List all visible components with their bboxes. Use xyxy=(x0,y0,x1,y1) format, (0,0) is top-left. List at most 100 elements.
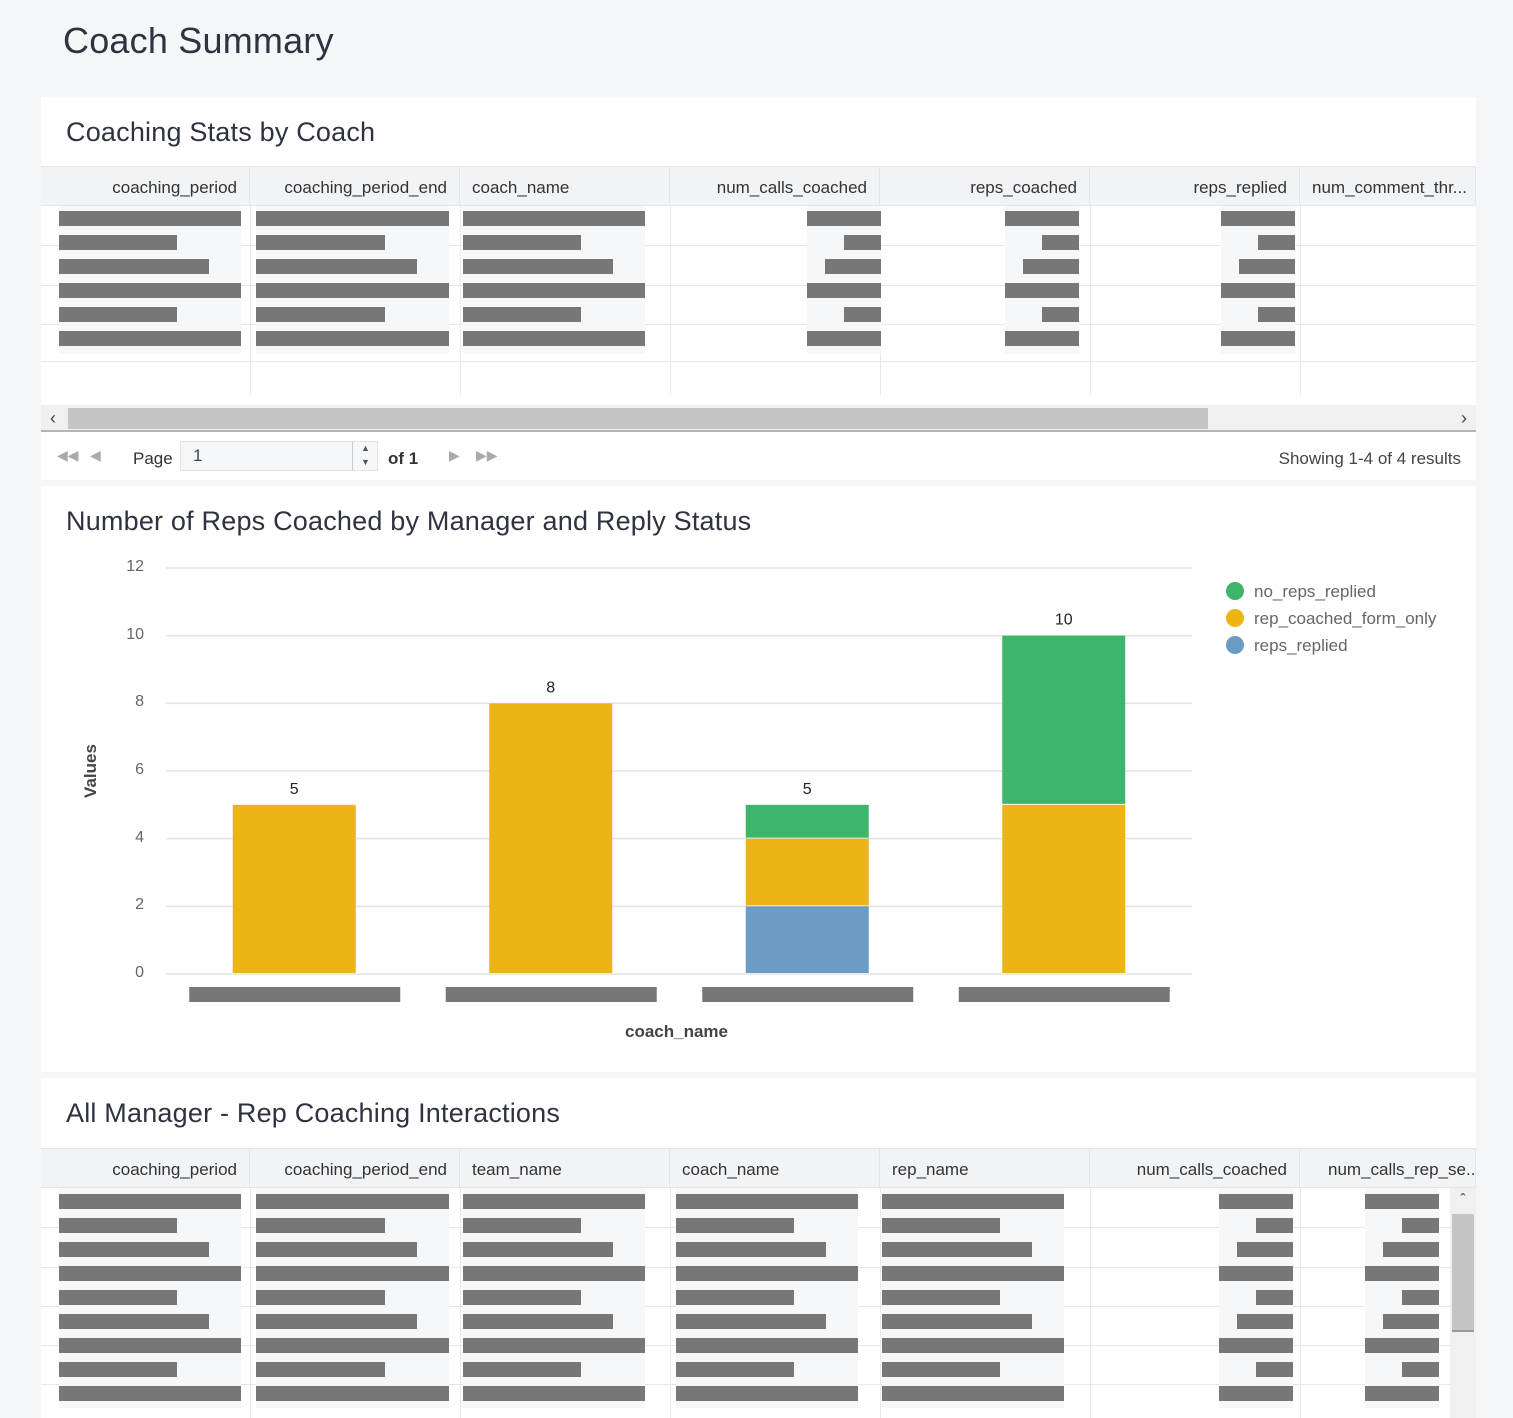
redacted-cell xyxy=(1256,1218,1293,1233)
col-num-comment-threads[interactable]: num_comment_thr... xyxy=(1300,167,1476,206)
scroll-up-icon[interactable]: ˆ xyxy=(1460,1192,1466,1209)
col-num-calls-coached[interactable]: num_calls_coached xyxy=(670,167,880,206)
scrollbar-thumb[interactable] xyxy=(68,408,1208,429)
redacted-cell xyxy=(59,283,241,298)
redacted-cell xyxy=(1258,235,1295,250)
bar-segment-rep_coached_form_only[interactable] xyxy=(1002,804,1126,973)
vertical-scrollbar[interactable]: ˆ xyxy=(1450,1188,1476,1418)
column-divider xyxy=(250,206,251,395)
redacted-cell xyxy=(1402,1362,1439,1377)
col-coaching-period-end[interactable]: coaching_period_end xyxy=(250,167,460,206)
redacted-column xyxy=(463,206,645,354)
coaching-stats-title: Coaching Stats by Coach xyxy=(66,117,376,147)
col-coaching-period[interactable]: coaching_period xyxy=(41,1149,250,1188)
bar-segment-rep_coached_form_only[interactable] xyxy=(232,804,356,973)
redacted-cell xyxy=(882,1194,1064,1209)
redacted-cell xyxy=(463,1194,645,1209)
redacted-cell xyxy=(463,331,645,346)
redacted-cell xyxy=(59,1218,177,1233)
results-status: Showing 1-4 of 4 results xyxy=(1278,449,1461,468)
col-team-name[interactable]: team_name xyxy=(460,1149,670,1188)
redacted-cell xyxy=(676,1338,858,1353)
col-rep-name[interactable]: rep_name xyxy=(880,1149,1090,1188)
row-divider xyxy=(41,324,1476,325)
horizontal-scrollbar[interactable]: ‹ › xyxy=(41,405,1476,432)
redacted-cell xyxy=(463,1338,645,1353)
scroll-left-icon[interactable]: ‹ xyxy=(50,408,56,428)
redacted-cell xyxy=(882,1314,1032,1329)
page-number-input[interactable]: 1 xyxy=(180,441,378,471)
bar-segment-no_reps_replied[interactable] xyxy=(745,804,869,838)
redacted-cell xyxy=(59,1194,241,1209)
redacted-cell xyxy=(256,259,417,274)
y-tick-label: 6 xyxy=(135,761,144,778)
redacted-cell xyxy=(1042,235,1079,250)
legend-dot-icon xyxy=(1226,609,1244,627)
redacted-cell xyxy=(1221,283,1295,298)
bar-total-label: 8 xyxy=(546,679,555,696)
col-reps-coached[interactable]: reps_coached xyxy=(880,167,1090,206)
legend-dot-icon xyxy=(1226,582,1244,600)
redacted-cell xyxy=(1221,331,1295,346)
chevron-down-icon[interactable]: ▼ xyxy=(361,457,370,467)
x-axis-label: coach_name xyxy=(625,1022,728,1041)
redacted-cell xyxy=(1005,331,1079,346)
first-page-icon[interactable]: ◀◀ xyxy=(57,447,79,463)
table-header: coaching_period coaching_period_end team… xyxy=(41,1148,1476,1188)
bar-segment-rep_coached_form_only[interactable] xyxy=(489,703,613,973)
next-page-icon[interactable]: ▶ xyxy=(449,447,460,463)
redacted-cell xyxy=(463,1242,613,1257)
bar-segment-rep_coached_form_only[interactable] xyxy=(745,838,869,906)
col-coach-name[interactable]: coach_name xyxy=(460,167,670,206)
pagination-bar: ◀◀ ◀ Page 1 ▲ ▼ of 1 ▶ ▶▶ Showing 1-4 of… xyxy=(41,434,1476,480)
redacted-cell xyxy=(463,1218,581,1233)
scroll-right-icon[interactable]: › xyxy=(1461,408,1467,428)
chevron-up-icon[interactable]: ▲ xyxy=(361,443,370,453)
redacted-cell xyxy=(59,1386,241,1401)
redacted-cell xyxy=(844,235,881,250)
col-num-calls-coached[interactable]: num_calls_coached xyxy=(1090,1149,1300,1188)
legend-reps-replied[interactable]: reps_replied xyxy=(1226,636,1348,656)
row-divider xyxy=(41,245,1476,246)
legend-rep-coached-form-only[interactable]: rep_coached_form_only xyxy=(1226,609,1436,629)
bar-segment-no_reps_replied[interactable] xyxy=(1002,635,1126,804)
page-title: Coach Summary xyxy=(63,20,334,61)
col-coaching-period-end[interactable]: coaching_period_end xyxy=(250,1149,460,1188)
last-page-icon[interactable]: ▶▶ xyxy=(476,447,498,463)
redacted-column xyxy=(1005,206,1079,354)
coaching-interactions-table: coaching_period coaching_period_end team… xyxy=(41,1148,1476,1418)
prev-page-icon[interactable]: ◀ xyxy=(90,447,101,463)
col-coaching-period[interactable]: coaching_period xyxy=(41,167,250,206)
redacted-cell xyxy=(59,1362,177,1377)
col-reps-replied[interactable]: reps_replied xyxy=(1090,167,1300,206)
column-divider xyxy=(460,206,461,395)
redacted-cell xyxy=(256,307,385,322)
row-divider xyxy=(41,361,1476,362)
redacted-cell xyxy=(256,211,449,226)
bar-segment-reps_replied[interactable] xyxy=(745,906,869,973)
redacted-cell xyxy=(59,211,241,226)
y-tick-label: 12 xyxy=(126,558,144,575)
redacted-cell xyxy=(463,1290,581,1305)
redacted-cell xyxy=(463,235,581,250)
page-count: of 1 xyxy=(388,449,419,468)
redacted-cell xyxy=(1237,1314,1293,1329)
redacted-cell xyxy=(1219,1338,1293,1353)
redacted-cell xyxy=(256,331,449,346)
legend-no-reps-replied[interactable]: no_reps_replied xyxy=(1226,582,1376,602)
redacted-cell xyxy=(1042,307,1079,322)
col-num-calls-rep-seen[interactable]: num_calls_rep_se... xyxy=(1300,1149,1476,1188)
redacted-cell xyxy=(676,1194,858,1209)
col-coach-name[interactable]: coach_name xyxy=(670,1149,880,1188)
scrollbar-thumb[interactable] xyxy=(1452,1214,1474,1332)
legend-label: rep_coached_form_only xyxy=(1254,609,1437,628)
redacted-cell xyxy=(882,1290,1000,1305)
page-stepper[interactable]: ▲ ▼ xyxy=(352,441,378,471)
redacted-cell xyxy=(463,259,613,274)
redacted-cell xyxy=(1256,1362,1293,1377)
redacted-cell xyxy=(807,283,881,298)
redacted-cell xyxy=(256,1314,417,1329)
y-tick-label: 4 xyxy=(135,828,144,846)
redacted-cell xyxy=(807,331,881,346)
y-tick-label: 0 xyxy=(135,964,144,981)
